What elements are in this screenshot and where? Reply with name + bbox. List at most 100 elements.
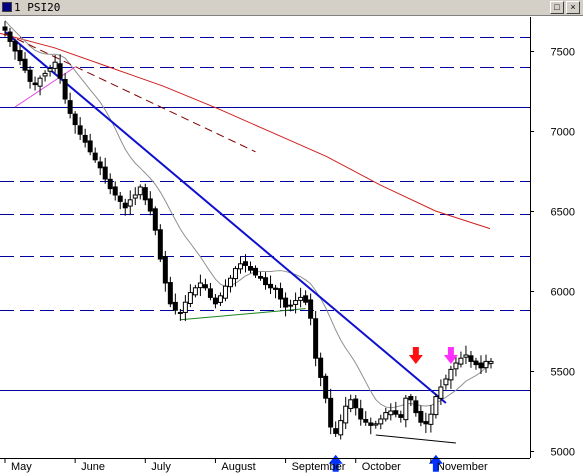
candle-body [363, 419, 369, 423]
candle [2, 21, 8, 37]
candle-body [92, 152, 98, 161]
candle [212, 294, 218, 309]
candle-body [283, 297, 289, 308]
price-chart[interactable]: 5000 5500 6000 6500 7000 7500 May June July Augu… [0, 16, 583, 474]
candle [192, 284, 198, 298]
candle-body [187, 292, 193, 304]
candle [388, 403, 394, 421]
candle [453, 354, 459, 377]
y-tick-label: 5000 [551, 447, 575, 459]
candle-body [268, 283, 274, 289]
bottom-support-line [375, 434, 456, 444]
candle-body [217, 295, 223, 303]
candle-body [408, 396, 414, 401]
candle [293, 292, 299, 314]
candle [162, 250, 168, 292]
candle-body [162, 256, 168, 284]
candle-body [413, 400, 419, 414]
candle-body [67, 100, 73, 114]
candle [97, 156, 103, 176]
x-tick-label: September [292, 461, 346, 473]
candle-body [97, 161, 103, 169]
candle [333, 421, 339, 438]
candle-body [278, 288, 284, 300]
candle-body [418, 410, 424, 423]
candle-body [87, 140, 93, 153]
candle [358, 399, 364, 426]
candle [433, 393, 439, 419]
y-tick-label: 6000 [551, 287, 575, 299]
candle-body [373, 423, 379, 426]
candle [77, 117, 83, 140]
candle [242, 254, 248, 273]
candle-body [7, 31, 13, 42]
candle [182, 295, 188, 322]
candle-body [137, 186, 143, 196]
candle [112, 181, 118, 201]
candle [12, 38, 18, 60]
candle-body [17, 50, 23, 62]
candle-body [157, 229, 163, 260]
candles [2, 21, 494, 440]
window-icon[interactable] [2, 2, 12, 12]
candle [303, 290, 309, 306]
plot-frame [0, 17, 531, 459]
x-tick-label: November [437, 461, 488, 473]
x-tick-label: October [362, 461, 401, 473]
candle-body [212, 297, 218, 305]
candle-body [242, 261, 248, 266]
candle [263, 272, 269, 290]
candle-body [333, 428, 339, 434]
candle [443, 374, 449, 390]
candle [418, 405, 424, 427]
title-bar[interactable]: 1 PSI20 □ × [0, 0, 583, 16]
candle [22, 52, 28, 74]
candle-body [273, 287, 279, 290]
candle-body [32, 82, 38, 86]
candle [17, 45, 23, 66]
candle-body [338, 420, 344, 436]
candle [147, 191, 153, 216]
candle-body [453, 362, 459, 370]
candle [273, 284, 279, 299]
candle [323, 373, 329, 404]
candle [353, 394, 359, 416]
candle [483, 354, 489, 373]
candle [283, 292, 289, 317]
candle-body [192, 287, 198, 296]
candle [373, 420, 379, 429]
candle [343, 396, 349, 430]
x-tick-label: May [11, 461, 32, 473]
candle [127, 190, 133, 216]
candle [67, 92, 73, 119]
candle-body [132, 194, 138, 199]
candle-body [117, 195, 123, 202]
candle-body [463, 354, 469, 358]
candle [222, 279, 228, 302]
candle [468, 350, 474, 368]
candle [157, 224, 163, 263]
arrow-up-icon [428, 454, 443, 472]
y-tick-label: 7000 [551, 127, 575, 139]
candle [237, 256, 243, 274]
candle-body [112, 186, 118, 196]
candle [338, 414, 344, 440]
trendlines [4, 31, 456, 444]
restore-button[interactable]: □ [550, 1, 564, 14]
candle-body [82, 134, 88, 143]
y-tick-label: 6500 [551, 207, 575, 219]
candle-body [468, 355, 474, 362]
candle-body [152, 208, 158, 231]
candle [207, 282, 213, 301]
candle [117, 192, 123, 210]
candle [32, 76, 38, 91]
moving-averages [0, 20, 492, 409]
candle [137, 184, 143, 200]
candle-body [248, 266, 254, 271]
candle [197, 274, 203, 297]
candle-body [403, 397, 409, 421]
candle-body [383, 412, 389, 420]
close-button[interactable]: × [566, 1, 580, 14]
candle [258, 271, 264, 281]
candle-body [172, 301, 178, 311]
